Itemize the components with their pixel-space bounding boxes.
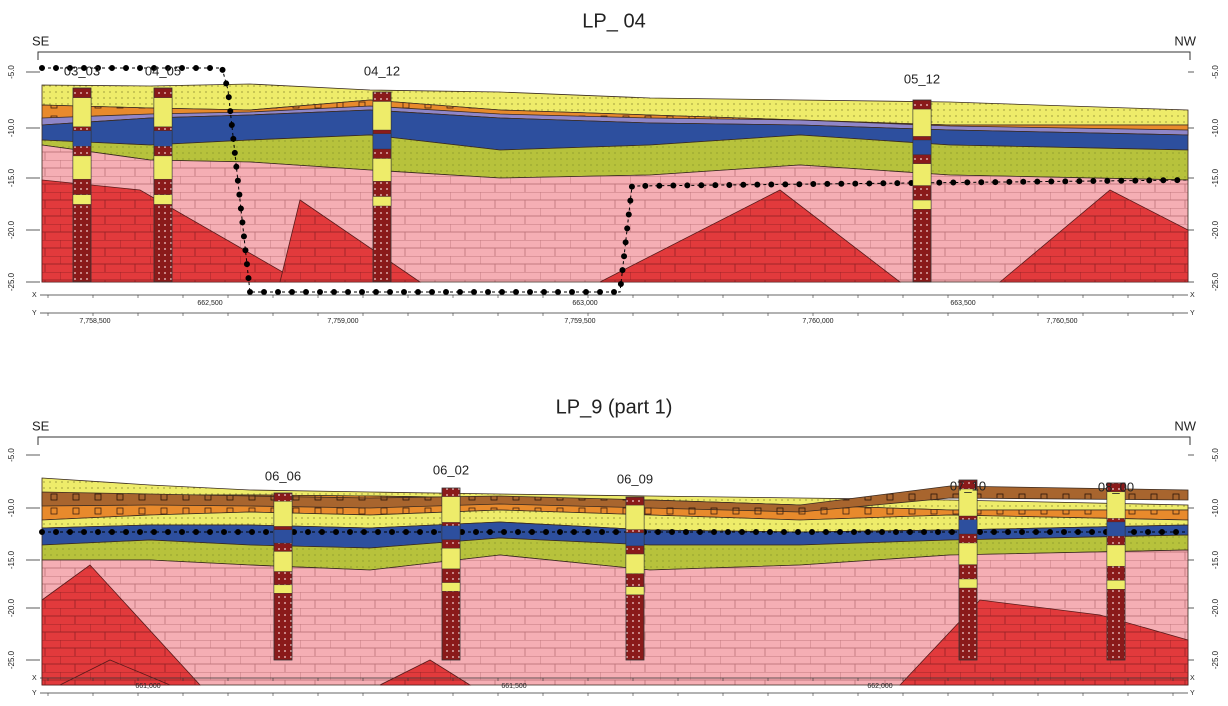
depth-tick-label: -10.0 bbox=[1211, 498, 1220, 517]
borehole-segment bbox=[372, 101, 392, 131]
axis-tick-label: 662,000 bbox=[867, 683, 892, 690]
axis-tick-label: 7,759,500 bbox=[564, 318, 595, 325]
red-layer bbox=[379, 659, 472, 686]
borehole-segment bbox=[273, 529, 293, 544]
borehole-segment bbox=[153, 97, 173, 127]
borehole-label: 06_02 bbox=[433, 462, 469, 477]
borehole-segment bbox=[273, 501, 293, 527]
borehole-label: 06_09 bbox=[617, 471, 653, 486]
borehole-segment bbox=[912, 108, 932, 137]
borehole-segment bbox=[912, 163, 932, 186]
axis-tick-label: 663,000 bbox=[572, 300, 597, 307]
axis-tick-label: 7,760,500 bbox=[1046, 318, 1077, 325]
borehole-segment bbox=[273, 551, 293, 572]
axis-tick-label: 662,500 bbox=[197, 300, 222, 307]
depth-tick-label: -5.0 bbox=[1211, 448, 1220, 462]
depth-tick-label: -10.0 bbox=[7, 498, 16, 517]
depth-tick-label: -25.0 bbox=[7, 272, 16, 291]
borehole-segment bbox=[153, 194, 173, 205]
borehole-label: 07_10 bbox=[950, 478, 986, 493]
borehole-segment bbox=[153, 130, 173, 147]
borehole-segment bbox=[441, 525, 461, 540]
depth-tick-label: -10.0 bbox=[1211, 118, 1220, 137]
depth-tick-label: -20.0 bbox=[1211, 220, 1220, 239]
borehole-segment bbox=[372, 133, 392, 150]
borehole-segment bbox=[912, 139, 932, 155]
axis-label: X bbox=[1190, 292, 1195, 299]
axis-label: X bbox=[32, 675, 37, 682]
side-label: SE bbox=[32, 418, 50, 433]
axis-tick-label: 7,759,000 bbox=[327, 318, 358, 325]
layer bbox=[41, 485, 1189, 513]
depth-tick-label: -15.0 bbox=[1211, 168, 1220, 187]
depth-tick-label: -15.0 bbox=[1211, 550, 1220, 569]
red-layer bbox=[599, 189, 902, 283]
borehole-segment bbox=[625, 532, 645, 547]
borehole-segment bbox=[958, 542, 978, 565]
axis-tick-label: 7,760,000 bbox=[802, 318, 833, 325]
depth-tick-label: -10.0 bbox=[7, 118, 16, 137]
borehole-segment bbox=[153, 155, 173, 180]
frame-line bbox=[37, 436, 1191, 445]
depth-tick-label: -20.0 bbox=[7, 598, 16, 617]
axis-tick-label: 663,500 bbox=[950, 300, 975, 307]
borehole-segment bbox=[912, 199, 932, 210]
axis-label: Y bbox=[1190, 690, 1195, 697]
section-title: LP_9 (part 1) bbox=[556, 396, 673, 418]
borehole-segment bbox=[1106, 521, 1126, 537]
borehole-segment bbox=[72, 97, 92, 127]
depth-tick-label: -25.0 bbox=[7, 650, 16, 669]
depth-tick-label: -25.0 bbox=[1211, 650, 1220, 669]
depth-tick-label: -5.0 bbox=[7, 65, 16, 79]
borehole-segment bbox=[441, 582, 461, 592]
borehole-segment bbox=[72, 194, 92, 205]
axis-label: X bbox=[1190, 675, 1195, 682]
side-label: NW bbox=[1174, 33, 1196, 48]
borehole-label: 03_03 bbox=[64, 63, 100, 78]
borehole-label: 05_12 bbox=[904, 71, 940, 86]
borehole-segment bbox=[1106, 580, 1126, 590]
depth-tick-label: -15.0 bbox=[7, 550, 16, 569]
borehole-segment bbox=[372, 196, 392, 207]
red-layer bbox=[41, 564, 201, 686]
borehole-label: 08_00 bbox=[1098, 479, 1134, 494]
depth-tick-label: -5.0 bbox=[1211, 65, 1220, 79]
borehole-segment bbox=[958, 519, 978, 535]
borehole-label: 06_06 bbox=[265, 468, 301, 483]
axis-tick-label: 661,500 bbox=[501, 683, 526, 690]
depth-tick-label: -15.0 bbox=[7, 168, 16, 187]
side-label: SE bbox=[32, 33, 50, 48]
depth-tick-label: -5.0 bbox=[7, 448, 16, 462]
dotted-line bbox=[42, 67, 1189, 293]
borehole-segment bbox=[625, 504, 645, 530]
borehole-segment bbox=[72, 155, 92, 180]
axis-tick-label: 661,000 bbox=[135, 683, 160, 690]
borehole-segment bbox=[441, 496, 461, 523]
depth-tick-label: -25.0 bbox=[1211, 272, 1220, 291]
borehole-segment bbox=[1106, 491, 1126, 519]
borehole-segment bbox=[958, 578, 978, 589]
borehole-segment bbox=[625, 586, 645, 596]
borehole-segment bbox=[273, 584, 293, 594]
borehole-segment bbox=[958, 488, 978, 517]
borehole-label: 04_05 bbox=[145, 63, 181, 78]
borehole-segment bbox=[1106, 544, 1126, 567]
axis-label: Y bbox=[1190, 310, 1195, 317]
borehole-segment bbox=[441, 548, 461, 570]
borehole-segment bbox=[372, 158, 392, 182]
depth-tick-label: -20.0 bbox=[7, 220, 16, 239]
side-label: NW bbox=[1174, 418, 1196, 433]
red-layer bbox=[59, 659, 171, 686]
depth-tick-label: -20.0 bbox=[1211, 598, 1220, 617]
borehole-segment bbox=[625, 553, 645, 574]
section-title: LP_ 04 bbox=[582, 10, 645, 32]
axis-label: Y bbox=[32, 690, 37, 697]
axis-label: Y bbox=[32, 310, 37, 317]
borehole-label: 04_12 bbox=[364, 63, 400, 78]
borehole-segment bbox=[72, 130, 92, 147]
frame-line bbox=[37, 51, 1191, 60]
axis-label: X bbox=[32, 292, 37, 299]
axis-tick-label: 7,758,500 bbox=[79, 318, 110, 325]
